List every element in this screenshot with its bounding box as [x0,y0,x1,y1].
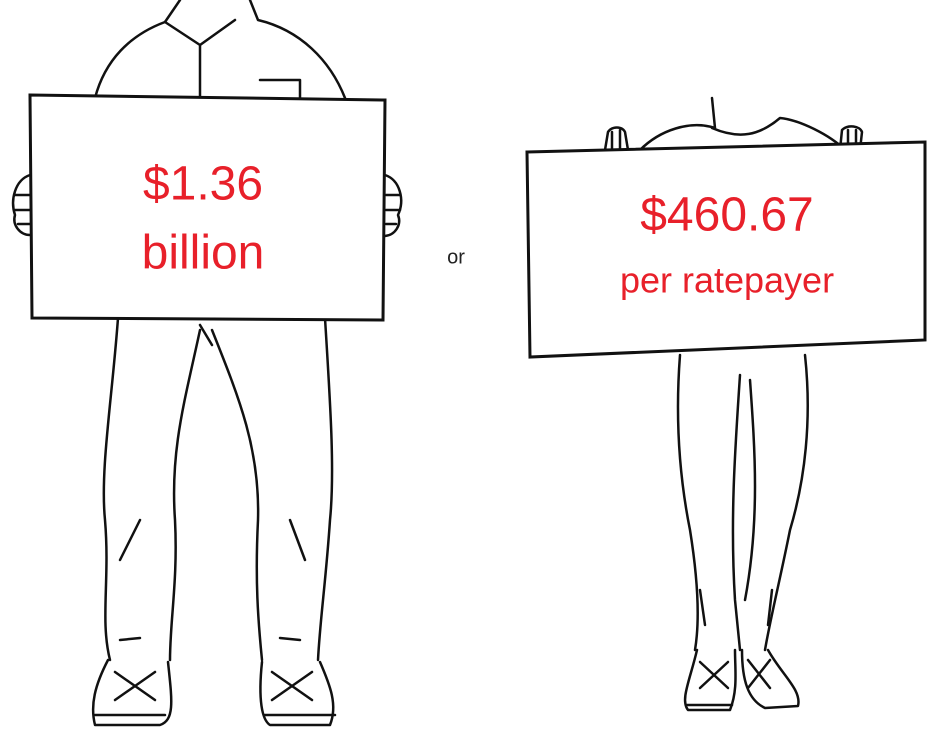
right-unit: per ratepayer [620,260,834,301]
left-unit: billion [142,227,265,280]
left-amount: $1.36 [143,158,263,211]
illustration: $1.36 billion or $460.67 per ratepayer [0,0,927,729]
right-sign [527,142,925,357]
separator: or [447,246,465,268]
right-amount: $460.67 [640,189,814,242]
